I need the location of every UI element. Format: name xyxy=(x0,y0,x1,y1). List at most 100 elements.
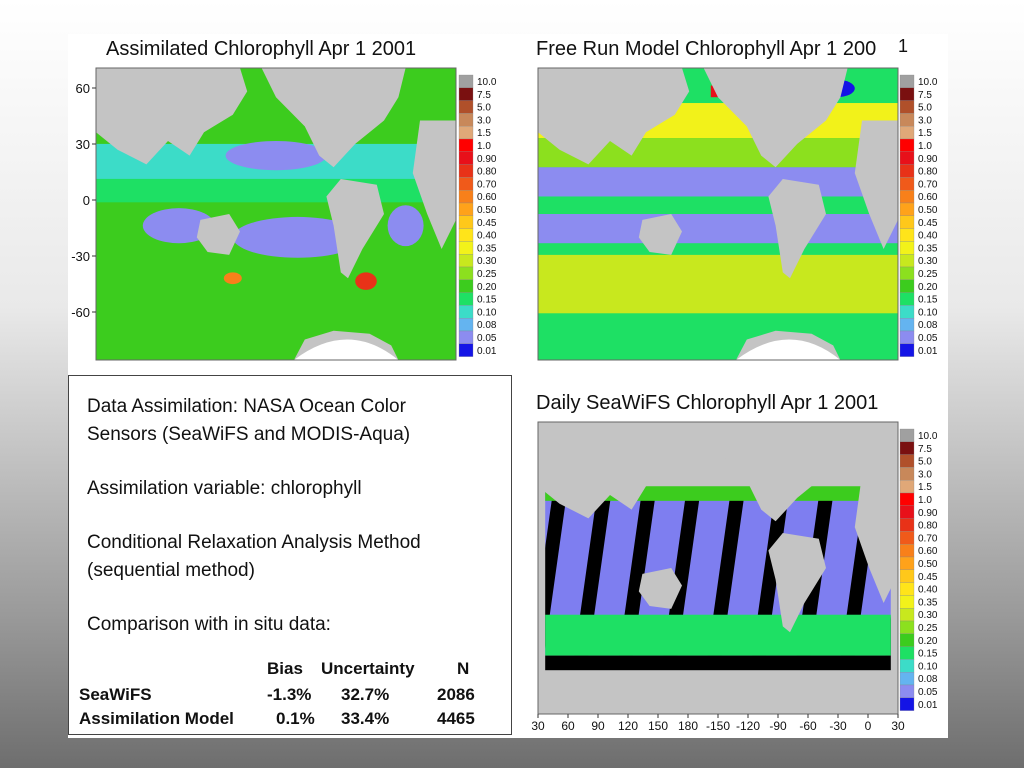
colorbar-swatch xyxy=(899,633,915,647)
landmass-australia xyxy=(196,214,240,255)
colorbar-label: 0.25 xyxy=(918,269,938,280)
colorbar-label: 3.0 xyxy=(918,115,932,126)
colorbar-swatch xyxy=(899,241,915,255)
colorbar-swatch xyxy=(899,292,915,306)
colorbar-label: 0.50 xyxy=(918,205,938,216)
colorbar-swatch xyxy=(899,254,915,268)
colorbar-swatch xyxy=(458,202,474,216)
colorbar-swatch xyxy=(899,518,915,532)
page-number: 1 xyxy=(898,36,909,56)
colorbar-swatch xyxy=(899,646,915,660)
colorbar-swatch xyxy=(899,480,915,494)
sea-ice xyxy=(736,339,841,360)
table-row-label: Assimilation Model xyxy=(79,709,234,728)
longitude-tick-label: 0 xyxy=(865,719,872,733)
longitude-tick-label: -90 xyxy=(769,719,787,733)
colorbar-swatch xyxy=(899,215,915,229)
colorbar-label: 10.0 xyxy=(477,77,497,88)
colorbar-swatch xyxy=(899,100,915,114)
map-panel-free_run xyxy=(537,67,899,361)
colorbar-swatch xyxy=(899,441,915,455)
sea-ice xyxy=(294,339,399,360)
colorbar-label: 0.80 xyxy=(918,521,938,532)
colorbar-swatch xyxy=(899,87,915,101)
colorbar-label: 0.50 xyxy=(918,559,938,570)
ocean-band-equator xyxy=(96,178,456,203)
colorbar-label: 10.0 xyxy=(918,77,938,88)
longitude-tick-label: 150 xyxy=(648,719,668,733)
colorbar-free_run: 10.0 7.5 5.03.0 1.5 1.0 0.90 0.800.70 0.60 0.50 0… xyxy=(899,74,938,357)
colorbar-swatch xyxy=(899,582,915,596)
colorbar-label: 0.05 xyxy=(477,333,497,344)
colorbar-label: 0.01 xyxy=(477,346,497,357)
colorbar-label: 5.0 xyxy=(918,457,932,468)
colorbar-label: 0.40 xyxy=(477,231,497,242)
landmass-south-america xyxy=(768,178,826,279)
longitude-tick-label: -60 xyxy=(799,719,817,733)
colorbar-label: 0.08 xyxy=(918,320,938,331)
ocean-band-southern xyxy=(96,289,456,320)
landmass-antarctica xyxy=(736,684,841,714)
ocean-band-equator xyxy=(538,196,898,214)
colorbar-swatch xyxy=(899,164,915,178)
colorbar-label: 0.60 xyxy=(918,546,938,557)
colorbar-label: 7.5 xyxy=(477,90,491,101)
colorbar-label: 0.01 xyxy=(918,700,938,711)
colorbar-swatch xyxy=(899,454,915,468)
colorbar-swatch xyxy=(899,74,915,88)
landmass-africa xyxy=(854,120,898,250)
landmass-north-america xyxy=(261,68,406,168)
colorbar-swatch xyxy=(458,228,474,242)
colorbar-swatch xyxy=(458,74,474,88)
table-cell-n: 4465 xyxy=(437,709,475,728)
colorbar-label: 3.0 xyxy=(477,115,491,126)
latitude-tick-label: 30 xyxy=(76,137,90,152)
longitude-axis: 30 60 90 120 150 180 -150 -120 -90 -60 -30 0 30 xyxy=(531,714,905,733)
landmass-south-america xyxy=(326,178,384,279)
colorbar-label: 0.20 xyxy=(918,282,938,293)
landmass-eurasia xyxy=(538,68,690,165)
landmass-north-america xyxy=(703,422,848,522)
longitude-tick-label: 180 xyxy=(678,719,698,733)
colorbar-label: 0.35 xyxy=(918,243,938,254)
colorbar-swatch xyxy=(899,138,915,152)
colorbar-label: 0.20 xyxy=(918,636,938,647)
colorbar-label: 5.0 xyxy=(477,103,491,114)
colorbar-label: 0.10 xyxy=(918,661,938,672)
colorbar-swatch xyxy=(899,266,915,280)
longitude-tick-label: 90 xyxy=(591,719,605,733)
colorbar-label: 0.40 xyxy=(918,585,938,596)
colorbar-label: 5.0 xyxy=(918,103,932,114)
bloom-patagonia xyxy=(355,272,377,290)
info-line-sensors: Sensors (SeaWiFS and MODIS-Aqua) xyxy=(87,424,411,445)
colorbar-swatch xyxy=(458,254,474,268)
colorbar-assimilated: 10.0 7.5 5.03.0 1.5 1.0 0.90 0.800.70 0.60 0.50 0… xyxy=(458,74,497,357)
colorbar-swatch xyxy=(899,318,915,332)
colorbar-label: 0.01 xyxy=(918,346,938,357)
gyre-south-atlantic xyxy=(387,205,424,247)
colorbar-swatch xyxy=(458,266,474,280)
colorbar-swatch xyxy=(899,608,915,622)
table-cell-uncertainty: 32.7% xyxy=(341,685,390,704)
colorbar-swatch xyxy=(899,113,915,127)
colorbar-label: 0.45 xyxy=(918,218,938,229)
colorbar-swatch xyxy=(899,659,915,673)
colorbar-label: 0.15 xyxy=(477,295,497,306)
landmass-eurasia xyxy=(538,422,690,519)
colorbar-swatch xyxy=(458,305,474,319)
colorbar-swatch xyxy=(899,428,915,442)
colorbar-swatch xyxy=(458,318,474,332)
latitude-axis: 60 30 0 -30 -60 xyxy=(71,81,96,320)
colorbar-swatch xyxy=(899,569,915,583)
map-panel-assimilated xyxy=(95,67,457,361)
colorbar-swatch xyxy=(899,672,915,686)
colorbar-label: 0.35 xyxy=(918,597,938,608)
longitude-tick-label: -120 xyxy=(736,719,760,733)
longitude-tick-label: 30 xyxy=(531,719,545,733)
colorbar-swatch xyxy=(458,113,474,127)
latitude-tick-label: -30 xyxy=(71,249,90,264)
colorbar-label: 1.5 xyxy=(918,482,932,493)
colorbar-label: 0.15 xyxy=(918,649,938,660)
colorbar-label: 0.35 xyxy=(477,243,497,254)
colorbar-swatch xyxy=(458,138,474,152)
